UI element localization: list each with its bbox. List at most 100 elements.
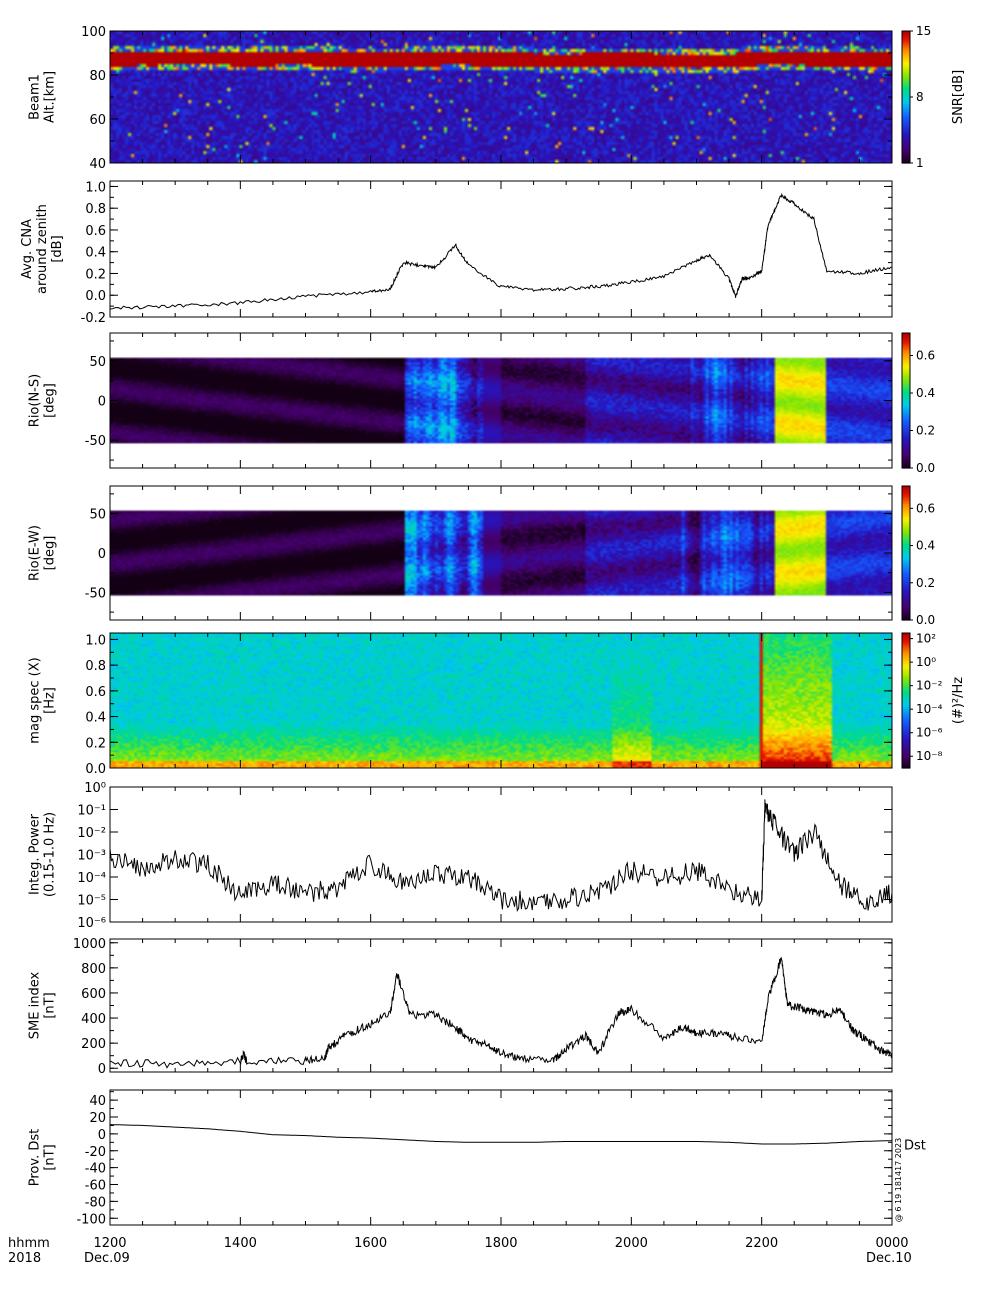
y-tick-label: 1000	[73, 937, 106, 952]
colorbar-segment	[902, 508, 910, 512]
colorbar-segment	[902, 635, 910, 639]
colorbar-segment	[902, 427, 910, 431]
y-tick-label: -40	[85, 1162, 106, 1177]
colorbar-segment	[902, 669, 910, 672]
colorbar-segment	[902, 459, 910, 462]
legend-label: Dst	[904, 1139, 926, 1154]
colorbar-segment	[902, 393, 910, 397]
colorbar-segment	[902, 633, 910, 636]
colorbar-segment	[902, 149, 910, 153]
colorbar-segment	[902, 70, 910, 74]
colorbar-tick-label: 1	[916, 156, 924, 170]
colorbar-segment	[902, 116, 910, 120]
colorbar-segment	[902, 31, 910, 34]
y-tick-label: 0	[98, 395, 106, 410]
colorbar-segment	[902, 351, 910, 354]
colorbar-segment	[902, 463, 910, 467]
y-tick-label: -50	[85, 434, 106, 449]
y-tick-label: 40	[89, 157, 106, 172]
colorbar-segment	[902, 590, 910, 594]
colorbar-segment	[902, 754, 910, 758]
axis-label-layer: 40 60 80 100 Beam1 Alt.[km] 1 8 15 SNR[dB] -0.2 0.0…	[8, 24, 966, 1266]
colorbar-segment	[902, 103, 910, 107]
colorbar-segment	[902, 734, 910, 738]
colorbar-segment	[902, 355, 910, 359]
colorbar-segment	[902, 662, 910, 666]
colorbar-segment	[902, 698, 910, 702]
colorbar-segment	[902, 714, 910, 717]
colorbar-segment	[902, 99, 910, 102]
colorbar-segment	[902, 680, 910, 684]
colorbar-label: (#)²/Hz	[951, 677, 966, 724]
colorbar-segment	[902, 602, 910, 605]
colorbar-segment	[902, 39, 910, 43]
colorbar-segment	[902, 557, 910, 561]
colorbar-segment	[902, 353, 910, 357]
y-tick-label: 0.4	[85, 711, 106, 726]
y-axis-label: (0.15-1.0 Hz)	[43, 812, 58, 897]
y-axis-label: Alt.[km]	[43, 71, 58, 123]
colorbar-segment	[902, 92, 910, 96]
x-tick-label: 1200	[93, 1236, 126, 1251]
y-tick-label: 0.4	[85, 246, 106, 261]
colorbar-segment	[902, 700, 910, 704]
colorbar-segment	[902, 434, 910, 438]
y-tick-label: 200	[81, 1037, 106, 1052]
colorbar-segment	[902, 741, 910, 744]
colorbar-tick-label: 10⁻⁴	[916, 702, 943, 716]
rio-ns-heatmap-image	[110, 333, 892, 468]
colorbar-segment	[902, 682, 910, 686]
colorbar-segment	[902, 548, 910, 552]
colorbar-segment	[902, 55, 910, 58]
y-tick-label: -0.2	[81, 311, 106, 326]
colorbar-segment	[902, 125, 910, 129]
colorbar-segment	[902, 613, 910, 617]
colorbar-segment	[902, 718, 910, 722]
colorbar-segment	[902, 604, 910, 608]
y-axis-label: Avg. CNA	[20, 219, 35, 279]
colorbar-segment	[902, 88, 910, 91]
colorbar-segment	[902, 35, 910, 39]
colorbar-label: SNR[dB]	[951, 70, 966, 124]
colorbar-segment	[902, 723, 910, 726]
colorbar-segment	[902, 752, 910, 756]
colorbar-segment	[902, 86, 910, 89]
y-tick-label: -80	[85, 1195, 106, 1210]
colorbar-segment	[902, 121, 910, 124]
colorbar-segment	[902, 561, 910, 565]
y-tick-label: 80	[89, 69, 106, 84]
colorbar-segment	[902, 738, 910, 742]
colorbar-segment	[902, 335, 910, 339]
y-tick-label: 0	[98, 1128, 106, 1143]
colorbar-segment	[902, 582, 910, 585]
y-tick-label: 50	[89, 355, 106, 370]
colorbar-segment	[902, 501, 910, 505]
colorbar-segment	[902, 759, 910, 762]
colorbar-tick-label: 10⁻²	[916, 679, 943, 693]
colorbar-segment	[902, 364, 910, 368]
snr-heatmap-image	[110, 31, 892, 163]
colorbar-segment	[902, 94, 910, 98]
colorbar-segment	[902, 391, 910, 395]
colorbar-segment	[902, 512, 910, 516]
colorbar-segment	[902, 729, 910, 733]
colorbar-segment	[902, 705, 910, 708]
colorbar-segment	[902, 555, 910, 559]
y-axis-label: [dB]	[50, 235, 65, 262]
colorbar-segment	[902, 530, 910, 534]
colorbar-segment	[902, 687, 910, 690]
colorbar-segment	[902, 532, 910, 536]
colorbar-segment	[902, 544, 910, 547]
colorbar-segment	[902, 369, 910, 372]
x-tick-label: 1400	[224, 1236, 257, 1251]
colorbar-segment	[902, 389, 910, 393]
colorbar-segment	[902, 492, 910, 496]
colorbar-segment	[902, 639, 910, 643]
colorbar-segment	[902, 711, 910, 715]
y-tick-label: 10⁻¹	[77, 804, 106, 819]
colorbar-segment	[902, 37, 910, 41]
colorbar-segment	[902, 402, 910, 406]
colorbar-segment	[902, 147, 910, 151]
colorbar-segment	[902, 608, 910, 612]
